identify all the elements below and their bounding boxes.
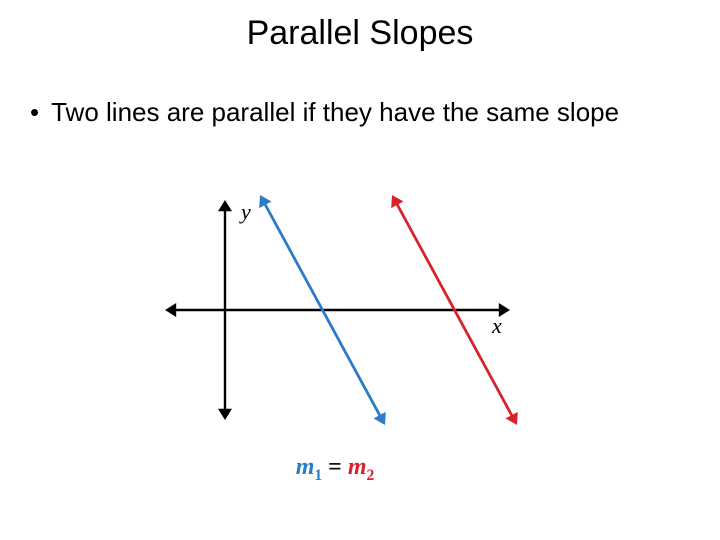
equals-sign: =	[328, 454, 348, 480]
slide: Parallel Slopes • Two lines are parallel…	[0, 0, 720, 540]
bullet-text: Two lines are parallel if they have the …	[51, 96, 619, 128]
y-axis-label: y	[239, 199, 251, 224]
m1-symbol: m1	[296, 454, 322, 480]
bullet-dot-icon: •	[30, 96, 39, 128]
m2-symbol: m2	[348, 454, 374, 480]
x-axis-label: x	[491, 313, 502, 338]
slope-equation: m1 = m2	[145, 454, 525, 485]
parallel-lines-diagram: yx	[145, 185, 525, 445]
slide-title: Parallel Slopes	[0, 14, 720, 53]
bullet-item: • Two lines are parallel if they have th…	[30, 96, 670, 128]
diagram-container: yx m1 = m2	[145, 185, 525, 485]
